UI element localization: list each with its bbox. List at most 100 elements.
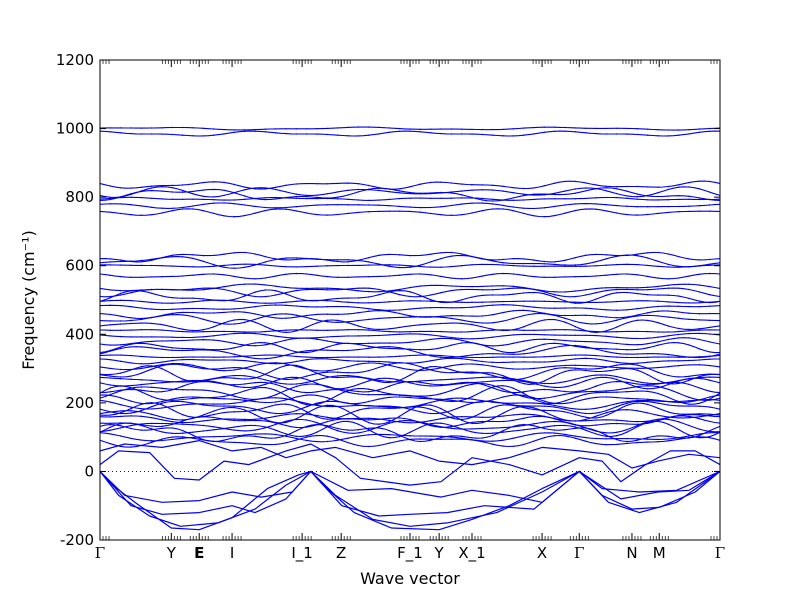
band-point: [275, 415, 277, 417]
band-point: [378, 423, 380, 425]
band-point: [492, 328, 494, 330]
band-point: [120, 360, 122, 362]
band-point: [130, 204, 132, 206]
band-point: [171, 330, 173, 332]
band-point: [192, 297, 194, 299]
band-point: [554, 389, 556, 391]
band-point: [285, 394, 287, 397]
band-point: [130, 343, 132, 345]
band-point: [223, 189, 225, 191]
band-point: [388, 385, 390, 387]
band-point: [605, 366, 607, 368]
band-point: [233, 429, 235, 431]
band-point: [254, 443, 256, 445]
band-point: [388, 380, 390, 383]
band-point: [533, 187, 535, 189]
band-point: [295, 258, 297, 261]
band-point: [264, 362, 266, 365]
band-point: [192, 366, 194, 368]
band-point: [574, 437, 576, 439]
band-point: [130, 422, 132, 424]
band-point: [461, 307, 463, 309]
band-point: [130, 317, 132, 319]
band-point: [450, 255, 452, 257]
band-point: [471, 359, 473, 361]
band-point: [564, 343, 566, 346]
band-point: [120, 323, 122, 325]
band-point: [357, 418, 359, 420]
band-point: [120, 385, 122, 387]
band-point: [130, 322, 132, 325]
band-point: [388, 334, 390, 336]
band-point: [357, 312, 359, 314]
band-point: [223, 398, 225, 400]
band-point: [109, 203, 112, 205]
band-point: [698, 332, 700, 335]
band-point: [657, 420, 659, 423]
band-point: [698, 375, 700, 378]
band-point: [171, 198, 173, 200]
band-point: [523, 194, 525, 197]
band-point: [688, 283, 690, 285]
band-point: [616, 317, 618, 319]
band-point: [316, 358, 318, 360]
band-point: [151, 379, 153, 381]
band-point: [667, 404, 669, 406]
band-point: [264, 437, 266, 439]
band-point: [481, 285, 483, 288]
band-point: [523, 329, 525, 331]
band-point: [574, 400, 576, 403]
band-point: [678, 129, 680, 131]
band-point: [337, 191, 339, 193]
band-point: [233, 435, 235, 437]
band-point: [151, 288, 153, 291]
band-point: [585, 389, 587, 391]
x-tick-label: M: [653, 544, 666, 562]
band-point: [709, 272, 711, 275]
band-point: [523, 417, 525, 419]
band-point: [430, 334, 432, 336]
band-point: [461, 214, 463, 216]
band-point: [409, 265, 411, 267]
band-point: [192, 198, 194, 200]
band-point: [306, 288, 308, 291]
band-point: [161, 276, 163, 278]
band-point: [688, 379, 690, 381]
band-point: [698, 197, 700, 199]
band-point: [554, 296, 556, 298]
band-point: [471, 381, 473, 384]
band-point: [285, 197, 287, 199]
band-point: [285, 377, 287, 379]
band-point: [419, 349, 421, 351]
band-point: [244, 195, 246, 197]
band-point: [626, 205, 628, 207]
band-point: [295, 409, 297, 412]
band-point: [471, 306, 473, 308]
band-point: [512, 414, 514, 416]
band-point: [140, 366, 142, 368]
band-point: [120, 294, 122, 296]
band-point: [326, 371, 328, 373]
band-point: [151, 308, 153, 310]
band-point: [357, 429, 359, 431]
band-point: [543, 409, 545, 411]
x-tick-label: X_1: [458, 544, 485, 563]
band-point: [151, 340, 153, 343]
band-point: [357, 211, 359, 214]
band-point: [233, 332, 235, 335]
band-point: [471, 371, 473, 373]
band-point: [244, 390, 246, 392]
band-point: [316, 356, 318, 359]
band-point: [430, 385, 432, 387]
band-point: [636, 369, 638, 371]
band-point: [130, 290, 132, 292]
band-point: [368, 327, 370, 330]
band-point: [512, 392, 514, 394]
band-point: [647, 286, 649, 288]
band-point: [450, 357, 452, 359]
band-point: [430, 404, 432, 406]
band-point: [171, 427, 173, 429]
band-point: [564, 190, 566, 192]
band-point: [120, 372, 122, 374]
band-point: [647, 403, 649, 406]
